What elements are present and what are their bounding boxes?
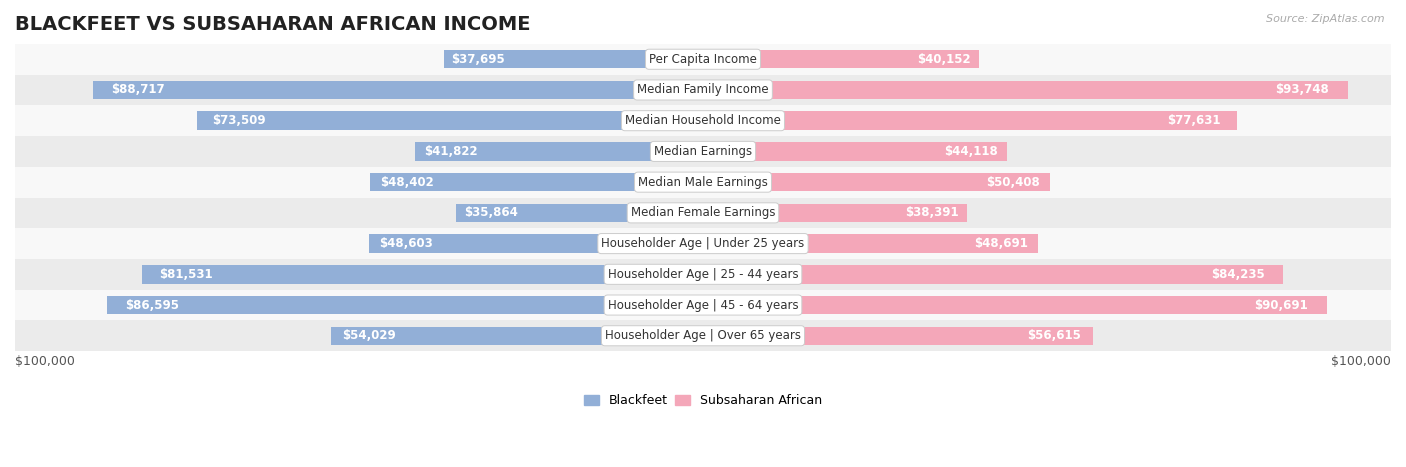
Text: $44,118: $44,118 bbox=[943, 145, 997, 158]
Text: $73,509: $73,509 bbox=[212, 114, 266, 127]
Text: Median Earnings: Median Earnings bbox=[654, 145, 752, 158]
Text: $48,691: $48,691 bbox=[974, 237, 1028, 250]
Bar bbox=[15, 228, 1391, 259]
Bar bbox=[15, 198, 1391, 228]
Bar bbox=[15, 75, 1391, 106]
Text: Householder Age | Under 25 years: Householder Age | Under 25 years bbox=[602, 237, 804, 250]
Text: $48,603: $48,603 bbox=[378, 237, 433, 250]
Bar bbox=[703, 50, 979, 69]
Text: $88,717: $88,717 bbox=[111, 84, 165, 97]
Text: $100,000: $100,000 bbox=[1331, 355, 1391, 368]
Bar bbox=[703, 112, 1237, 130]
Bar bbox=[703, 142, 1007, 161]
Text: $77,631: $77,631 bbox=[1167, 114, 1220, 127]
Bar bbox=[703, 81, 1348, 99]
Text: $93,748: $93,748 bbox=[1275, 84, 1329, 97]
Bar bbox=[332, 326, 703, 345]
Text: Householder Age | Over 65 years: Householder Age | Over 65 years bbox=[605, 329, 801, 342]
Text: Householder Age | 45 - 64 years: Householder Age | 45 - 64 years bbox=[607, 298, 799, 311]
Text: Median Family Income: Median Family Income bbox=[637, 84, 769, 97]
Bar bbox=[703, 234, 1038, 253]
Text: $37,695: $37,695 bbox=[451, 53, 505, 66]
Text: $56,615: $56,615 bbox=[1026, 329, 1081, 342]
Bar bbox=[703, 296, 1327, 314]
Bar bbox=[703, 204, 967, 222]
Text: $90,691: $90,691 bbox=[1254, 298, 1308, 311]
Text: $38,391: $38,391 bbox=[905, 206, 959, 219]
Text: Per Capita Income: Per Capita Income bbox=[650, 53, 756, 66]
Bar bbox=[368, 234, 703, 253]
Bar bbox=[457, 204, 703, 222]
Text: Median Household Income: Median Household Income bbox=[626, 114, 780, 127]
Bar bbox=[15, 136, 1391, 167]
Text: $48,402: $48,402 bbox=[380, 176, 433, 189]
Text: Householder Age | 25 - 44 years: Householder Age | 25 - 44 years bbox=[607, 268, 799, 281]
Text: $41,822: $41,822 bbox=[423, 145, 478, 158]
Text: Median Female Earnings: Median Female Earnings bbox=[631, 206, 775, 219]
Bar bbox=[93, 81, 703, 99]
Bar bbox=[370, 173, 703, 191]
Text: $35,864: $35,864 bbox=[464, 206, 517, 219]
Legend: Blackfeet, Subsaharan African: Blackfeet, Subsaharan African bbox=[579, 389, 827, 412]
Text: $86,595: $86,595 bbox=[125, 298, 179, 311]
Text: $81,531: $81,531 bbox=[159, 268, 212, 281]
Bar bbox=[15, 320, 1391, 351]
Bar bbox=[703, 265, 1282, 283]
Bar bbox=[415, 142, 703, 161]
Bar bbox=[15, 259, 1391, 290]
Bar bbox=[15, 167, 1391, 198]
Bar bbox=[444, 50, 703, 69]
Text: Source: ZipAtlas.com: Source: ZipAtlas.com bbox=[1267, 14, 1385, 24]
Text: $50,408: $50,408 bbox=[986, 176, 1039, 189]
Text: $84,235: $84,235 bbox=[1212, 268, 1265, 281]
Bar bbox=[142, 265, 703, 283]
Bar bbox=[15, 290, 1391, 320]
Text: BLACKFEET VS SUBSAHARAN AFRICAN INCOME: BLACKFEET VS SUBSAHARAN AFRICAN INCOME bbox=[15, 15, 530, 34]
Bar bbox=[703, 173, 1050, 191]
Text: Median Male Earnings: Median Male Earnings bbox=[638, 176, 768, 189]
Bar bbox=[15, 44, 1391, 75]
Bar bbox=[107, 296, 703, 314]
Bar bbox=[703, 326, 1092, 345]
Text: $54,029: $54,029 bbox=[343, 329, 396, 342]
Text: $40,152: $40,152 bbox=[917, 53, 972, 66]
Text: $100,000: $100,000 bbox=[15, 355, 75, 368]
Bar bbox=[15, 106, 1391, 136]
Bar bbox=[197, 112, 703, 130]
